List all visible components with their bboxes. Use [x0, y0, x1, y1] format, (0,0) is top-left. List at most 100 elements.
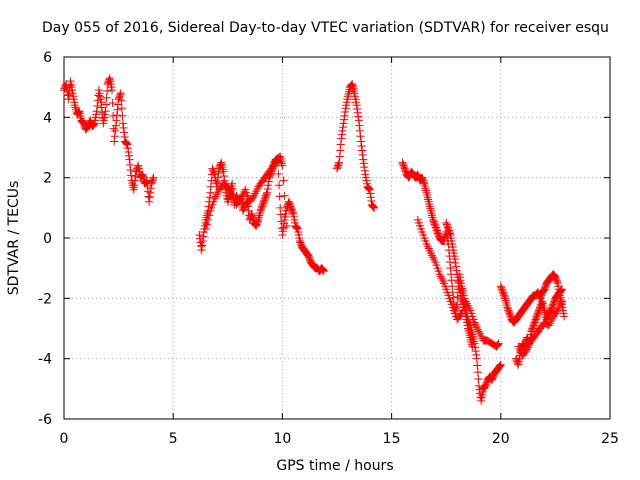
data-point	[219, 172, 228, 181]
data-point	[142, 177, 151, 186]
data-point	[214, 169, 223, 178]
data-point	[123, 140, 132, 149]
data-point	[502, 298, 511, 307]
data-point	[90, 120, 99, 129]
y-tick-label: 0	[43, 231, 52, 247]
data-point	[427, 209, 436, 218]
data-point	[228, 179, 237, 188]
data-point	[472, 354, 481, 363]
data-point	[109, 111, 118, 120]
data-point	[358, 146, 367, 155]
data-point	[116, 90, 125, 99]
data-point	[276, 210, 285, 219]
y-tick-label: 4	[43, 110, 52, 126]
data-point	[341, 108, 350, 117]
data-point	[145, 193, 154, 202]
data-point	[424, 195, 433, 204]
data-point	[366, 193, 375, 202]
data-point	[148, 175, 157, 184]
y-tick-label: 6	[43, 50, 52, 66]
data-point	[127, 171, 136, 180]
data-point	[105, 75, 114, 84]
data-point	[124, 148, 133, 157]
data-point	[319, 266, 328, 275]
data-point	[92, 107, 101, 116]
data-point	[63, 91, 72, 100]
data-point	[108, 86, 117, 95]
data-point	[367, 197, 376, 206]
data-point	[495, 362, 504, 371]
data-point	[428, 211, 437, 220]
data-point	[494, 339, 503, 348]
data-point	[560, 312, 569, 321]
data-point	[103, 86, 112, 95]
data-point	[456, 310, 465, 319]
data-point	[149, 173, 158, 182]
data-point	[334, 160, 343, 169]
y-tick-label: -2	[38, 291, 52, 307]
data-point	[425, 202, 434, 211]
data-point	[420, 181, 429, 190]
data-point	[493, 341, 502, 350]
data-point	[118, 111, 127, 120]
data-point	[138, 171, 147, 180]
data-point	[280, 191, 289, 200]
data-point	[364, 183, 373, 192]
data-point	[205, 211, 214, 220]
data-point	[365, 184, 374, 193]
data-point	[204, 215, 213, 224]
data-point	[557, 286, 566, 295]
data-point	[206, 188, 215, 197]
data-point	[129, 183, 138, 192]
y-tick-label: 2	[43, 171, 52, 187]
data-point	[448, 282, 457, 291]
data-point	[264, 181, 273, 190]
data-point	[359, 159, 368, 168]
data-point	[219, 167, 228, 176]
data-point	[101, 107, 110, 116]
data-point	[347, 80, 356, 89]
data-point	[353, 108, 362, 117]
data-point	[446, 229, 455, 238]
data-point	[93, 102, 102, 111]
data-point	[122, 139, 131, 148]
data-point	[262, 190, 271, 199]
data-point	[288, 208, 297, 217]
data-point	[459, 298, 468, 307]
data-point	[121, 138, 130, 147]
data-point	[198, 241, 207, 250]
data-point	[360, 163, 369, 172]
data-point	[199, 232, 208, 241]
data-point	[253, 217, 262, 226]
data-point	[496, 360, 505, 369]
data-point	[557, 285, 566, 294]
data-point	[126, 160, 135, 169]
data-point	[556, 286, 565, 295]
data-point	[340, 111, 349, 120]
data-point	[355, 121, 364, 130]
data-point	[369, 203, 378, 212]
data-point	[256, 209, 265, 218]
data-point	[450, 255, 459, 264]
data-point	[110, 137, 119, 146]
data-point	[476, 393, 485, 402]
data-point	[144, 192, 153, 201]
data-point	[102, 93, 111, 102]
data-point	[426, 204, 435, 213]
data-point	[263, 188, 272, 197]
x-tick-label: 15	[383, 431, 401, 447]
data-point	[119, 123, 128, 132]
data-point	[74, 108, 83, 117]
data-point	[146, 184, 155, 193]
data-point	[120, 128, 129, 137]
data-point	[513, 359, 522, 368]
data-point	[114, 100, 123, 109]
data-point	[292, 222, 301, 231]
data-point	[428, 213, 437, 222]
data-point	[338, 126, 347, 135]
data-point	[357, 137, 366, 146]
data-point	[213, 173, 222, 182]
y-axis-label: SDTVAR / TECUs	[6, 181, 22, 296]
data-point	[335, 152, 344, 161]
